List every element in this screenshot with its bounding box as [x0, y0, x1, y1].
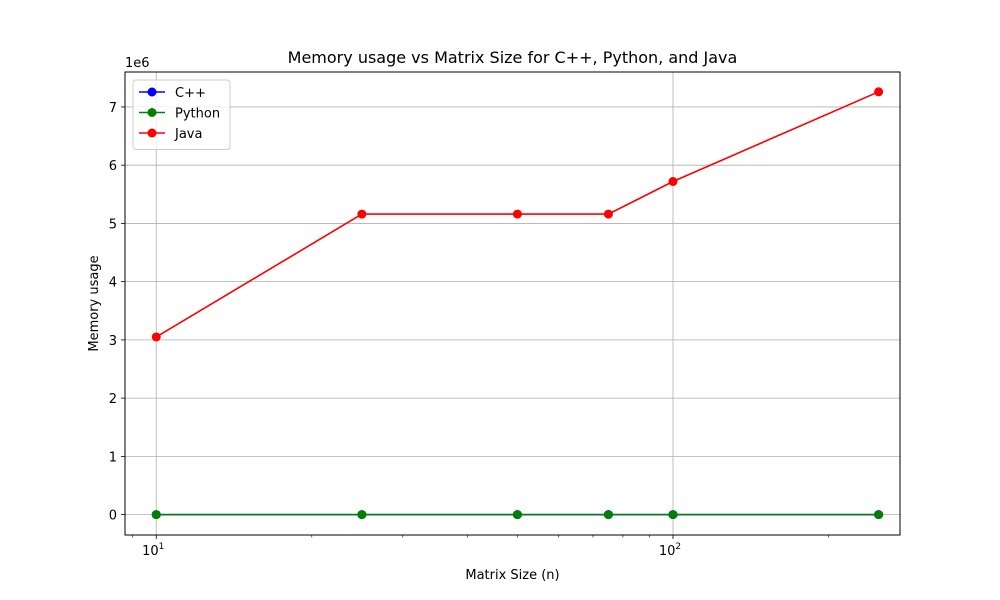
y-tick-label: 5: [109, 217, 117, 232]
data-point-python: [603, 510, 613, 520]
grid-lines: [125, 72, 900, 535]
data-point-python: [874, 510, 884, 520]
y-tick-label: 1: [109, 450, 117, 465]
y-tick-label: 7: [109, 101, 117, 116]
legend-label-python: Python: [175, 107, 220, 122]
data-point-java: [603, 209, 613, 219]
x-axis-label: Matrix Size (n): [465, 568, 559, 583]
legend-marker-java: [147, 128, 157, 138]
data-point-java: [151, 332, 161, 342]
x-tick-label: 101: [142, 542, 164, 559]
legend-marker-python: [147, 108, 157, 117]
plot-area: [125, 72, 900, 535]
legend-box: [132, 79, 231, 150]
data-point-python: [668, 510, 678, 520]
y-axis-label: Memory usage: [87, 255, 102, 351]
y-axis-offset-label: 1e6: [125, 56, 150, 71]
legend-label-java: Java: [174, 127, 202, 142]
y-tick-label: 0: [109, 509, 117, 524]
chart-title: Memory usage vs Matrix Size for C++, Pyt…: [288, 48, 738, 67]
y-tick-label: 2: [109, 392, 117, 407]
series-layer: [151, 87, 884, 520]
series-line-java: [155, 91, 879, 338]
data-point-java: [357, 209, 367, 219]
x-tick-label: 102: [659, 542, 681, 559]
y-tick-label: 4: [109, 276, 117, 291]
y-tick-label: 6: [109, 159, 117, 174]
data-point-java: [512, 209, 522, 219]
data-point-python: [357, 510, 367, 520]
y-tick-label: 3: [109, 334, 117, 349]
legend-marker-cpp: [147, 87, 157, 97]
plot-frame: [124, 71, 901, 536]
legend: C++ Python Java: [132, 79, 231, 150]
data-point-java: [668, 176, 678, 186]
data-point-python: [151, 510, 161, 520]
axis-ticks: 0 1 2 3 4 5 6 7 101 102: [109, 101, 829, 559]
data-point-java: [874, 87, 884, 97]
series-java: [151, 87, 884, 342]
legend-label-cpp: C++: [175, 86, 206, 101]
data-point-python: [512, 510, 522, 520]
series-python: [151, 510, 884, 520]
